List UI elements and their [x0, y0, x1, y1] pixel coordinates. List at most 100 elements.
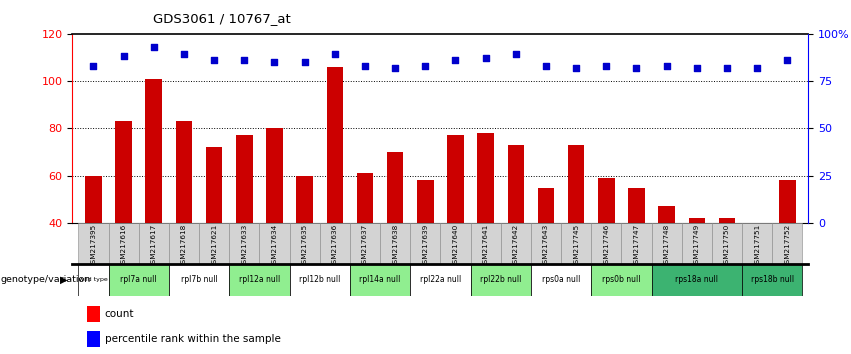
- Bar: [357, 173, 374, 223]
- Text: GSM217752: GSM217752: [785, 224, 791, 268]
- Bar: [621, 223, 652, 264]
- Bar: [85, 176, 102, 223]
- Text: GSM217643: GSM217643: [543, 224, 549, 268]
- Text: GSM217641: GSM217641: [483, 224, 488, 268]
- Text: rps18b null: rps18b null: [751, 275, 794, 284]
- Text: rpl22b null: rpl22b null: [480, 275, 522, 284]
- Bar: [266, 128, 283, 223]
- Point: [208, 57, 221, 63]
- Point: [237, 57, 251, 63]
- Text: rpl12a null: rpl12a null: [239, 275, 280, 284]
- Bar: [175, 121, 192, 223]
- Bar: [628, 188, 645, 223]
- Point: [268, 59, 282, 65]
- Bar: [598, 178, 614, 223]
- Bar: [712, 223, 742, 264]
- Bar: [410, 264, 471, 296]
- Bar: [78, 223, 109, 264]
- Text: rpl7a null: rpl7a null: [120, 275, 157, 284]
- Text: GSM217634: GSM217634: [271, 224, 277, 268]
- Text: GSM217750: GSM217750: [724, 224, 730, 268]
- Point: [780, 57, 794, 63]
- Point: [599, 63, 613, 69]
- Bar: [447, 136, 464, 223]
- Point: [540, 63, 553, 69]
- Text: GSM217642: GSM217642: [513, 224, 519, 268]
- Bar: [719, 218, 735, 223]
- Point: [630, 65, 643, 70]
- Point: [298, 59, 311, 65]
- Point: [117, 53, 130, 59]
- Bar: [229, 264, 289, 296]
- Text: ▶: ▶: [60, 275, 67, 285]
- Text: rpl14a null: rpl14a null: [359, 275, 401, 284]
- Point: [479, 56, 493, 61]
- Bar: [78, 264, 109, 296]
- Text: GSM217751: GSM217751: [754, 224, 760, 268]
- Point: [328, 52, 341, 57]
- Point: [388, 65, 402, 70]
- Text: GSM217395: GSM217395: [90, 224, 96, 268]
- Text: GSM217621: GSM217621: [211, 224, 217, 268]
- Bar: [568, 145, 585, 223]
- Text: GSM217617: GSM217617: [151, 224, 157, 268]
- Bar: [688, 218, 705, 223]
- Bar: [742, 223, 772, 264]
- Bar: [531, 264, 591, 296]
- Bar: [206, 147, 222, 223]
- Bar: [260, 223, 289, 264]
- Bar: [236, 136, 253, 223]
- Bar: [477, 133, 494, 223]
- Text: GSM217618: GSM217618: [181, 224, 187, 268]
- Bar: [109, 223, 139, 264]
- Bar: [652, 223, 682, 264]
- Text: genotype/variation: genotype/variation: [1, 275, 91, 284]
- Bar: [87, 306, 100, 322]
- Text: percentile rank within the sample: percentile rank within the sample: [105, 334, 281, 344]
- Bar: [109, 264, 168, 296]
- Bar: [659, 206, 675, 223]
- Text: GSM217749: GSM217749: [694, 224, 700, 268]
- Bar: [229, 223, 260, 264]
- Point: [751, 65, 764, 70]
- Bar: [471, 223, 500, 264]
- Bar: [772, 223, 802, 264]
- Text: GSM217637: GSM217637: [362, 224, 368, 268]
- Text: rps0a null: rps0a null: [542, 275, 580, 284]
- Point: [147, 44, 161, 50]
- Text: GSM217745: GSM217745: [574, 224, 580, 268]
- Text: GSM217636: GSM217636: [332, 224, 338, 268]
- Bar: [168, 223, 199, 264]
- Bar: [507, 145, 524, 223]
- Bar: [742, 264, 802, 296]
- Bar: [168, 264, 229, 296]
- Point: [509, 52, 523, 57]
- Bar: [350, 223, 380, 264]
- Bar: [441, 223, 471, 264]
- Bar: [199, 223, 229, 264]
- Text: GSM217616: GSM217616: [121, 224, 127, 268]
- Bar: [327, 67, 343, 223]
- Bar: [531, 223, 561, 264]
- Bar: [538, 188, 554, 223]
- Text: count: count: [105, 309, 134, 319]
- Bar: [561, 223, 591, 264]
- Point: [660, 63, 673, 69]
- Bar: [682, 223, 712, 264]
- Bar: [350, 264, 410, 296]
- Bar: [146, 79, 162, 223]
- Text: GSM217639: GSM217639: [422, 224, 428, 268]
- Bar: [289, 223, 320, 264]
- Point: [720, 65, 734, 70]
- Text: GSM217748: GSM217748: [664, 224, 670, 268]
- Point: [419, 63, 432, 69]
- Bar: [116, 121, 132, 223]
- Text: GSM217746: GSM217746: [603, 224, 609, 268]
- Text: GSM217633: GSM217633: [242, 224, 248, 268]
- Bar: [380, 223, 410, 264]
- Bar: [779, 181, 796, 223]
- Bar: [87, 331, 100, 347]
- Text: GSM217640: GSM217640: [453, 224, 459, 268]
- Point: [690, 65, 704, 70]
- Point: [87, 63, 100, 69]
